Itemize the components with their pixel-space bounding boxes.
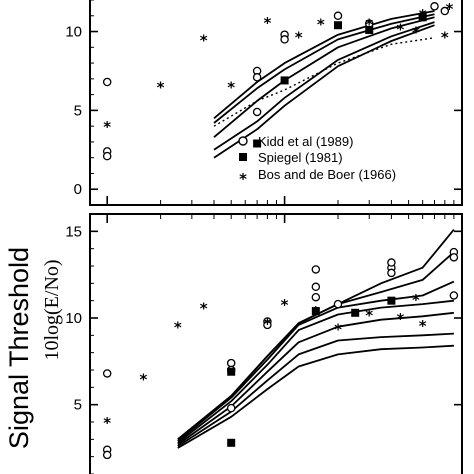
kidd-point xyxy=(430,2,439,11)
kidd-point xyxy=(102,450,112,460)
kidd-point xyxy=(449,291,459,300)
series-line xyxy=(213,10,435,119)
legend-entry-spiegel: Spiegel (1981) xyxy=(239,150,343,165)
bos-point: * xyxy=(317,16,325,34)
series-line xyxy=(213,37,435,127)
bos-point: * xyxy=(200,300,208,318)
bos-point: * xyxy=(441,28,449,46)
kidd-point xyxy=(333,299,343,309)
y-axis-label-main: Signal Threshold xyxy=(4,247,34,449)
spiegel-point xyxy=(365,25,374,34)
bos-point: * xyxy=(446,0,454,18)
series-line xyxy=(213,13,435,124)
spiegel-point xyxy=(387,296,396,305)
series-line xyxy=(177,280,455,442)
bottom-panel-frame xyxy=(89,213,463,474)
series-line xyxy=(177,332,454,448)
kidd-point xyxy=(263,320,272,330)
kidd-point xyxy=(449,253,459,262)
bos-point: * xyxy=(295,28,303,46)
y-tick-label: 10 xyxy=(65,310,82,327)
bos-point: * xyxy=(419,317,427,335)
series-line xyxy=(177,311,455,446)
legend-label-kidd: Kidd et al (1989) xyxy=(258,134,353,149)
bos-point: * xyxy=(103,414,111,432)
bos-point: * xyxy=(397,20,405,38)
bos-point: * xyxy=(263,14,271,32)
series-line xyxy=(213,24,435,159)
series-line xyxy=(177,299,454,444)
kidd-point xyxy=(226,403,236,413)
series-line xyxy=(213,16,435,138)
y-tick-label: 10 xyxy=(65,24,82,41)
bos-point: * xyxy=(365,307,373,325)
legend-square-marker xyxy=(239,153,247,161)
bottom-panel: 5 10 15 * * * * * * * * * * * * xyxy=(65,213,463,474)
spiegel-point xyxy=(311,307,320,316)
bos-point: * xyxy=(103,118,111,136)
legend-entry-kidd: Kidd et al (1989) xyxy=(238,134,353,149)
legend-entry-bos: * Bos and de Boer (1966) xyxy=(239,167,396,188)
kidd-point xyxy=(102,151,112,161)
y-tick-label: 15 xyxy=(65,223,82,240)
bos-point: * xyxy=(227,79,235,97)
bos-point: * xyxy=(200,31,208,49)
kidd-point xyxy=(333,11,343,21)
kidd-point xyxy=(311,292,321,302)
kidd-point xyxy=(280,35,289,44)
bos-point: * xyxy=(281,296,289,314)
kidd-point xyxy=(252,107,262,117)
y-tick-label: 5 xyxy=(74,397,82,414)
bos-point: * xyxy=(419,6,427,24)
spiegel-point xyxy=(418,13,427,22)
bos-point: * xyxy=(157,79,165,97)
kidd-point xyxy=(440,6,450,16)
bos-point: * xyxy=(397,310,405,328)
kidd-point xyxy=(387,258,396,267)
spiegel-point xyxy=(227,367,236,376)
bos-point: * xyxy=(412,291,420,309)
spiegel-point xyxy=(351,308,360,317)
bos-point: * xyxy=(263,315,271,333)
bos-point: * xyxy=(312,303,320,321)
legend-label-bos: Bos and de Boer (1966) xyxy=(258,167,396,182)
spiegel-point xyxy=(334,21,342,30)
bos-point: * xyxy=(174,319,182,337)
spiegel-point xyxy=(227,438,236,447)
bos-point: * xyxy=(139,371,147,389)
spiegel-point xyxy=(253,139,262,148)
legend-label-spiegel: Spiegel (1981) xyxy=(258,150,343,165)
kidd-point xyxy=(102,369,112,378)
bos-point: * xyxy=(412,24,420,42)
y-axis-label-sub: 10log(E/No) xyxy=(41,259,63,360)
bottom-panel-plot: 5 10 15 * * * * * * * * * * * * xyxy=(65,213,463,474)
kidd-point xyxy=(387,268,396,278)
bos-point: * xyxy=(334,320,342,338)
y-tick-label: 0 xyxy=(74,181,82,198)
kidd-point xyxy=(252,73,262,82)
y-tick-label: 5 xyxy=(74,102,82,119)
series-line xyxy=(213,21,435,151)
spiegel-point xyxy=(280,76,289,85)
legend-star-marker: * xyxy=(239,170,247,188)
kidd-point xyxy=(226,358,236,368)
kidd-point xyxy=(311,265,321,274)
bos-point: * xyxy=(365,16,373,34)
kidd-point xyxy=(311,282,321,292)
kidd-point xyxy=(102,77,112,87)
legend: Kidd et al (1989) Spiegel (1981) * Bos a… xyxy=(238,134,396,188)
series-line xyxy=(177,344,454,449)
legend-circle-marker xyxy=(238,136,248,146)
